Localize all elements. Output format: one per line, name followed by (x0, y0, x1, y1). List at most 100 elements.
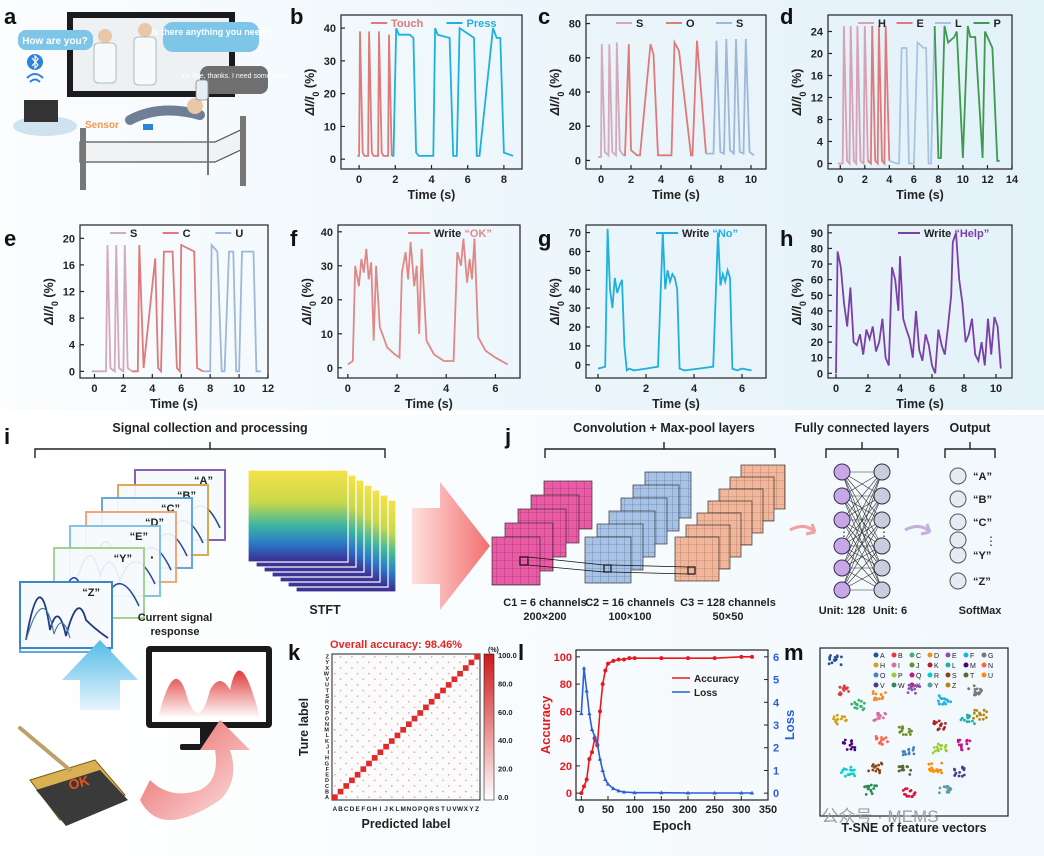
softmax-label: SoftMax (959, 605, 1003, 617)
heatmap-cell (413, 751, 416, 754)
series-point (627, 656, 632, 661)
tsne-point (836, 717, 840, 721)
legend-marker (873, 662, 879, 668)
heatmap-cell (419, 734, 422, 737)
heatmap-cell-diagonal (417, 710, 424, 716)
tsne-point (853, 746, 857, 749)
y-category-label: Y (325, 660, 329, 666)
heatmap-cell-diagonal (343, 783, 350, 789)
heatmap-cell (459, 695, 461, 698)
y-tick-label: 20 (560, 761, 572, 773)
speech-bubble-2 (163, 22, 259, 52)
plot-frame-m (819, 647, 1009, 817)
legend-marker (873, 682, 879, 688)
y-tick-label: 12 (63, 287, 75, 299)
heatmap-cell (402, 695, 405, 698)
tsne-point (941, 702, 945, 706)
tsne-point (849, 765, 853, 769)
tsne-point (935, 745, 939, 749)
c2-dim: 100×100 (608, 611, 651, 623)
tsne-point (985, 710, 988, 714)
x-category-label: P (418, 806, 423, 813)
series-point (749, 790, 755, 795)
heatmap-title: Overall accuracy: 98.46% (330, 639, 462, 651)
y-label-main: ΔI/I (303, 96, 317, 116)
series-point (750, 654, 754, 659)
heatmap-cell (476, 712, 479, 714)
y-category-label: L (326, 733, 330, 739)
y-label-unit: (%) (42, 278, 56, 301)
x-axis-label: Time (s) (652, 188, 700, 202)
heatmap-cell-diagonal (440, 687, 446, 694)
series-point (712, 790, 717, 795)
y-tick-label: 80 (560, 679, 572, 691)
x-axis-label: Time (s) (408, 188, 456, 202)
heatmap-cell-diagonal (354, 771, 361, 778)
tsne-point (864, 793, 868, 796)
heatmap-cell (442, 700, 444, 703)
tsne-point (975, 687, 979, 691)
heatmap-cell (351, 655, 353, 658)
series-point (632, 790, 637, 795)
heatmap-cell (351, 700, 353, 703)
heatmap-cell (459, 785, 461, 787)
heatmap-cell (396, 655, 399, 658)
series-line-e-1 (132, 243, 204, 374)
panel-label-m: m (784, 640, 804, 665)
heatmap-cell (470, 751, 473, 754)
c1-label: C1 = 6 channels (503, 597, 586, 609)
tsne-point (855, 707, 859, 710)
y2-tick-label: 3 (773, 720, 779, 732)
y-tick-label: 10 (324, 121, 336, 133)
tsne-point (967, 687, 971, 691)
y-category-label: O (325, 716, 330, 722)
y-category-label: C (325, 784, 329, 790)
heatmap-cell (362, 790, 365, 793)
tsne-point (940, 722, 943, 726)
heatmap-cell (362, 667, 365, 669)
heatmap-cell (373, 712, 376, 714)
heatmap-cell (453, 689, 456, 692)
heatmap-cell (333, 717, 336, 720)
tsne-point (943, 745, 947, 749)
heatmap-cell (339, 745, 342, 748)
series-line-c-2 (706, 38, 755, 157)
heatmap-cell-diagonal (411, 715, 418, 722)
y-tick-label: 40 (569, 87, 581, 99)
heatmap-cell (442, 779, 444, 782)
legend-label: S (952, 673, 957, 680)
bubble-2-text: Is there anything you need? (151, 27, 271, 37)
heatmap-cell (333, 695, 336, 698)
tsne-point (901, 789, 905, 792)
tsne-point (904, 793, 907, 796)
x-tick-label: 6 (688, 174, 694, 186)
panel-k-confusion: k Overall accuracy: 98.46%AABBCCDDEEFFGG… (288, 639, 517, 831)
heatmap-cell (351, 745, 353, 748)
heatmap-cell (464, 790, 467, 793)
heatmap-cell (425, 672, 427, 675)
x-category-label: Y (469, 806, 474, 813)
tsne-point (878, 769, 882, 772)
heatmap-cell (368, 672, 370, 675)
heatmap-cell (339, 689, 342, 692)
tsne-point (876, 767, 879, 771)
y-axis-label: ΔI/I0 (%) (790, 278, 808, 326)
x-category-label: W (457, 806, 464, 813)
heatmap-cell (373, 689, 376, 692)
plot-frame-h (827, 224, 1013, 379)
y-tick-label: 60 (560, 706, 572, 718)
heatmap-cell (379, 762, 382, 765)
series-line-l-1 (580, 668, 752, 794)
heatmap-cell (436, 706, 439, 709)
panel-label-k: k (288, 640, 301, 665)
legend-label: N (988, 663, 993, 670)
tsne-point (886, 740, 889, 744)
heatmap-cell (339, 678, 342, 681)
heatmap-cell (453, 734, 456, 737)
legend-marker (891, 672, 897, 678)
tsne-point (945, 786, 949, 789)
kernel-box-2 (603, 564, 612, 573)
heatmap-cell (385, 756, 387, 759)
heatmap-cell (407, 790, 410, 793)
